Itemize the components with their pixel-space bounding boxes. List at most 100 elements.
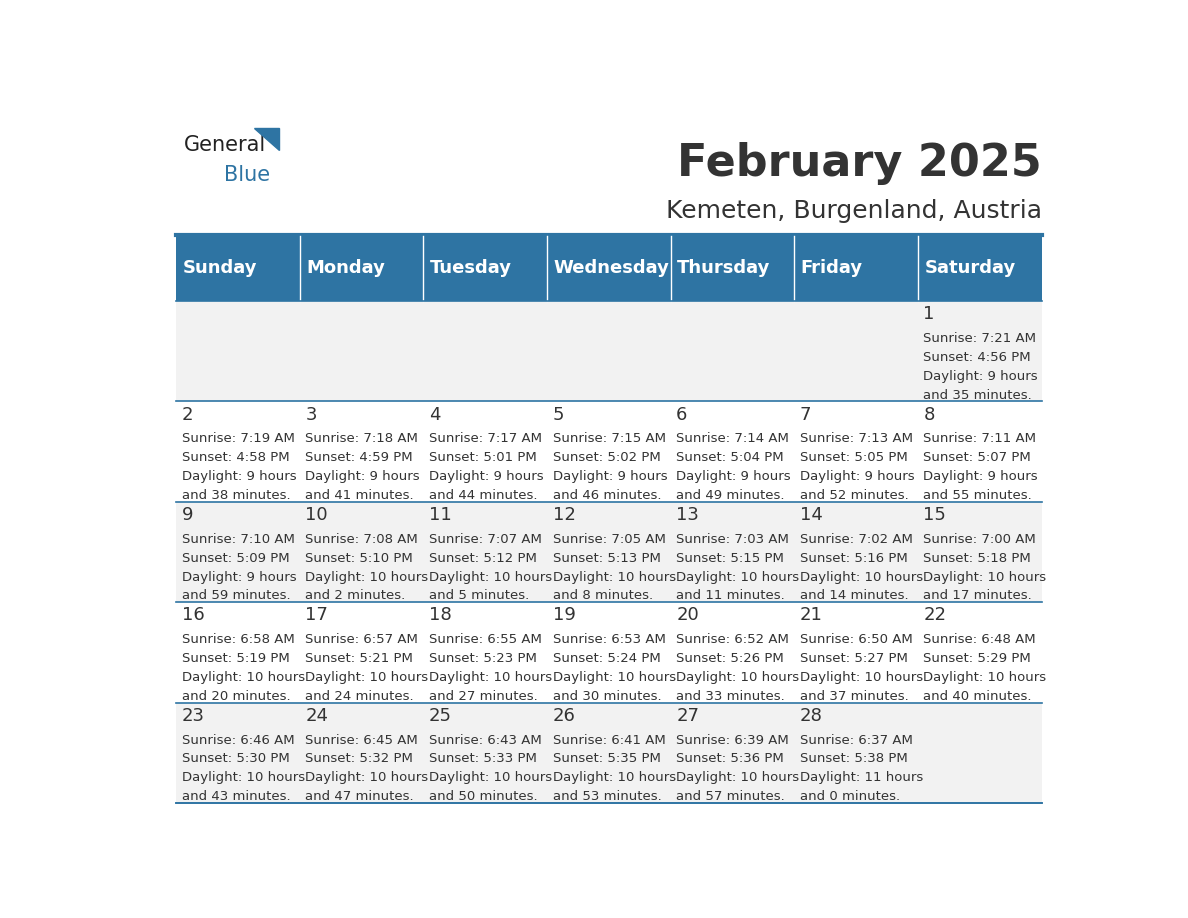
Text: Daylight: 10 hours: Daylight: 10 hours (800, 671, 923, 684)
Text: Sunrise: 7:10 AM: Sunrise: 7:10 AM (182, 532, 295, 546)
Text: Sunrise: 7:14 AM: Sunrise: 7:14 AM (676, 432, 789, 445)
Text: Daylight: 10 hours: Daylight: 10 hours (429, 771, 552, 784)
Text: Saturday: Saturday (924, 260, 1016, 277)
Text: Daylight: 10 hours: Daylight: 10 hours (676, 671, 800, 684)
Text: Sunset: 5:35 PM: Sunset: 5:35 PM (552, 753, 661, 766)
Text: Sunset: 5:30 PM: Sunset: 5:30 PM (182, 753, 290, 766)
FancyBboxPatch shape (176, 236, 299, 301)
Text: 22: 22 (923, 607, 947, 624)
Text: Sunrise: 6:58 AM: Sunrise: 6:58 AM (182, 633, 295, 646)
Text: 13: 13 (676, 506, 699, 524)
Text: February 2025: February 2025 (677, 142, 1042, 185)
Text: Sunrise: 6:55 AM: Sunrise: 6:55 AM (429, 633, 542, 646)
Text: 11: 11 (429, 506, 451, 524)
Text: Daylight: 9 hours: Daylight: 9 hours (305, 470, 419, 483)
Text: and 0 minutes.: and 0 minutes. (800, 790, 901, 803)
Text: and 50 minutes.: and 50 minutes. (429, 790, 537, 803)
Text: and 41 minutes.: and 41 minutes. (305, 489, 413, 502)
Text: and 53 minutes.: and 53 minutes. (552, 790, 662, 803)
Text: Kemeten, Burgenland, Austria: Kemeten, Burgenland, Austria (665, 198, 1042, 222)
Text: Sunrise: 7:02 AM: Sunrise: 7:02 AM (800, 532, 912, 546)
Text: 24: 24 (305, 707, 328, 724)
Text: Sunrise: 7:07 AM: Sunrise: 7:07 AM (429, 532, 542, 546)
Text: Sunrise: 7:19 AM: Sunrise: 7:19 AM (182, 432, 295, 445)
Text: 2: 2 (182, 406, 194, 423)
Text: Sunrise: 6:41 AM: Sunrise: 6:41 AM (552, 733, 665, 746)
Text: and 20 minutes.: and 20 minutes. (182, 689, 290, 703)
Text: Daylight: 10 hours: Daylight: 10 hours (552, 671, 676, 684)
Text: Blue: Blue (225, 165, 270, 185)
Text: Sunday: Sunday (183, 260, 257, 277)
Text: Daylight: 10 hours: Daylight: 10 hours (800, 571, 923, 584)
Text: Sunrise: 7:18 AM: Sunrise: 7:18 AM (305, 432, 418, 445)
FancyBboxPatch shape (671, 236, 795, 301)
Text: Sunrise: 6:39 AM: Sunrise: 6:39 AM (676, 733, 789, 746)
Text: and 38 minutes.: and 38 minutes. (182, 489, 290, 502)
Text: Daylight: 10 hours: Daylight: 10 hours (429, 671, 552, 684)
Text: Sunrise: 6:57 AM: Sunrise: 6:57 AM (305, 633, 418, 646)
FancyBboxPatch shape (176, 702, 1042, 803)
Text: and 2 minutes.: and 2 minutes. (305, 589, 405, 602)
Text: and 49 minutes.: and 49 minutes. (676, 489, 785, 502)
Text: Daylight: 9 hours: Daylight: 9 hours (429, 470, 544, 483)
Text: Sunset: 5:18 PM: Sunset: 5:18 PM (923, 552, 1031, 565)
Text: 7: 7 (800, 406, 811, 423)
Text: Sunrise: 7:11 AM: Sunrise: 7:11 AM (923, 432, 1036, 445)
Text: Sunset: 5:38 PM: Sunset: 5:38 PM (800, 753, 908, 766)
Text: Sunset: 5:15 PM: Sunset: 5:15 PM (676, 552, 784, 565)
Text: and 17 minutes.: and 17 minutes. (923, 589, 1032, 602)
FancyBboxPatch shape (299, 236, 423, 301)
Text: 17: 17 (305, 607, 328, 624)
Text: 23: 23 (182, 707, 204, 724)
Text: Sunrise: 7:15 AM: Sunrise: 7:15 AM (552, 432, 665, 445)
Text: and 37 minutes.: and 37 minutes. (800, 689, 909, 703)
Text: Sunrise: 6:53 AM: Sunrise: 6:53 AM (552, 633, 665, 646)
FancyBboxPatch shape (546, 236, 671, 301)
Text: 6: 6 (676, 406, 688, 423)
Text: 12: 12 (552, 506, 575, 524)
Text: Sunset: 5:24 PM: Sunset: 5:24 PM (552, 652, 661, 666)
Text: Sunrise: 6:48 AM: Sunrise: 6:48 AM (923, 633, 1036, 646)
Text: 18: 18 (429, 607, 451, 624)
Text: Sunrise: 7:13 AM: Sunrise: 7:13 AM (800, 432, 912, 445)
Text: Sunset: 5:36 PM: Sunset: 5:36 PM (676, 753, 784, 766)
Text: 26: 26 (552, 707, 575, 724)
Text: and 8 minutes.: and 8 minutes. (552, 589, 652, 602)
Text: Sunset: 5:16 PM: Sunset: 5:16 PM (800, 552, 908, 565)
Text: Daylight: 10 hours: Daylight: 10 hours (676, 771, 800, 784)
Text: Daylight: 10 hours: Daylight: 10 hours (552, 571, 676, 584)
Text: 16: 16 (182, 607, 204, 624)
Text: 8: 8 (923, 406, 935, 423)
Text: and 55 minutes.: and 55 minutes. (923, 489, 1032, 502)
Text: Daylight: 10 hours: Daylight: 10 hours (676, 571, 800, 584)
Text: and 44 minutes.: and 44 minutes. (429, 489, 537, 502)
Text: Sunset: 5:27 PM: Sunset: 5:27 PM (800, 652, 908, 666)
FancyBboxPatch shape (918, 236, 1042, 301)
Text: 1: 1 (923, 306, 935, 323)
Text: Tuesday: Tuesday (430, 260, 512, 277)
Text: Daylight: 9 hours: Daylight: 9 hours (676, 470, 791, 483)
Text: Sunset: 5:09 PM: Sunset: 5:09 PM (182, 552, 289, 565)
Text: Daylight: 9 hours: Daylight: 9 hours (923, 370, 1038, 383)
Text: 3: 3 (305, 406, 317, 423)
Polygon shape (254, 128, 279, 150)
Text: Daylight: 9 hours: Daylight: 9 hours (182, 470, 296, 483)
Text: Sunset: 5:01 PM: Sunset: 5:01 PM (429, 452, 537, 465)
Text: Sunrise: 6:37 AM: Sunrise: 6:37 AM (800, 733, 912, 746)
Text: 21: 21 (800, 607, 823, 624)
Text: General: General (183, 135, 266, 155)
Text: and 14 minutes.: and 14 minutes. (800, 589, 909, 602)
Text: Daylight: 11 hours: Daylight: 11 hours (800, 771, 923, 784)
Text: and 35 minutes.: and 35 minutes. (923, 388, 1032, 402)
Text: and 33 minutes.: and 33 minutes. (676, 689, 785, 703)
Text: Daylight: 10 hours: Daylight: 10 hours (429, 571, 552, 584)
Text: 9: 9 (182, 506, 194, 524)
FancyBboxPatch shape (795, 236, 918, 301)
Text: Sunset: 5:21 PM: Sunset: 5:21 PM (305, 652, 413, 666)
Text: Sunset: 5:32 PM: Sunset: 5:32 PM (305, 753, 413, 766)
Text: Thursday: Thursday (677, 260, 771, 277)
Text: Daylight: 9 hours: Daylight: 9 hours (800, 470, 915, 483)
FancyBboxPatch shape (176, 602, 1042, 702)
Text: and 11 minutes.: and 11 minutes. (676, 589, 785, 602)
Text: Sunrise: 7:08 AM: Sunrise: 7:08 AM (305, 532, 418, 546)
